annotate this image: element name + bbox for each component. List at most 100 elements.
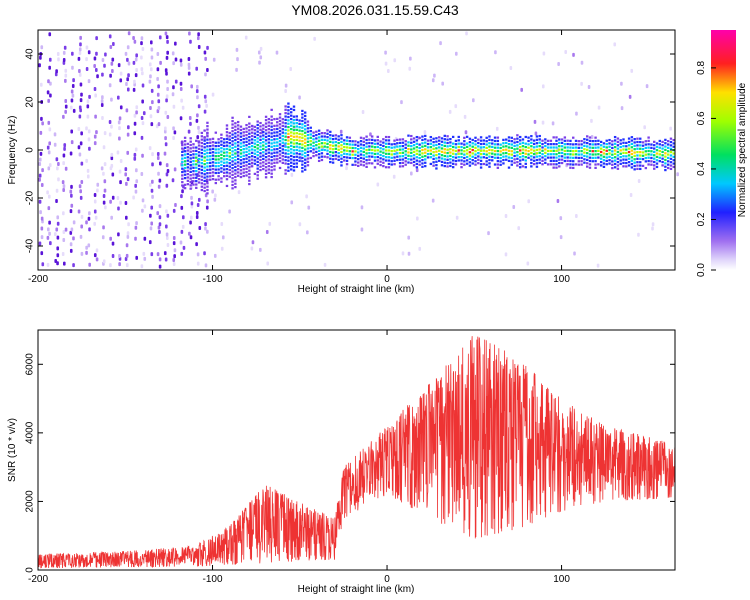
spectrogram-trace-cell (290, 168, 293, 171)
spectrogram-noise-cell (166, 235, 169, 240)
spectrogram-trace-cell (245, 171, 248, 174)
spectrogram-trace-cell (641, 158, 645, 161)
spectrogram-trace-cell (236, 174, 240, 177)
spectrogram-trace-cell (597, 153, 600, 156)
spectrogram-noise-cell (527, 199, 531, 204)
spectrogram-trace-cell (329, 150, 332, 154)
spectrogram-trace-cell (362, 160, 366, 164)
spectrogram-trace-cell (613, 146, 617, 149)
spectrogram-trace-cell (477, 155, 480, 158)
spectrogram-noise-cell (61, 180, 65, 185)
spectrogram-trace-cell (588, 149, 592, 153)
spectrogram-trace-cell (382, 148, 385, 151)
spectrogram-trace-cell (256, 133, 259, 137)
snr-x-axis-label: Height of straight line (km) (298, 584, 415, 595)
spectrogram-trace-cell (214, 181, 218, 185)
spectrogram-trace-cell (290, 158, 293, 161)
spectrogram-trace-cell (354, 146, 357, 150)
spectrogram-trace-cell (189, 147, 192, 150)
spectrogram-trace-cell (664, 145, 667, 148)
spectrogram-noise-cell (127, 222, 130, 227)
spectrogram-trace-cell (203, 163, 206, 166)
spectrogram-trace-cell (345, 153, 349, 156)
spectrogram-trace-cell (463, 156, 466, 160)
spectrogram-trace-cell (376, 149, 379, 152)
spectrogram-trace-cell (337, 145, 340, 148)
spectrogram-trace-cell (443, 134, 446, 137)
spectrogram-trace-cell (644, 156, 648, 160)
spectrogram-trace-cell (468, 147, 472, 150)
spectrogram-trace-cell (264, 139, 268, 142)
spectrogram-trace-cell (524, 159, 527, 162)
spectrogram-trace-cell (449, 141, 452, 144)
spectrogram-trace-cell (446, 155, 449, 158)
spectrogram-trace-cell (555, 166, 558, 169)
spectrogram-noise-cell (410, 171, 413, 176)
spectrogram-trace-cell (382, 141, 385, 144)
spectrogram-trace-cell (298, 153, 301, 156)
spectrogram-trace-cell (451, 142, 455, 145)
spectrogram-trace-cell (563, 139, 567, 142)
spectrogram-trace-cell (248, 182, 251, 186)
spectrogram-trace-cell (585, 152, 589, 155)
spectrogram-trace-cell (362, 164, 366, 167)
spectrogram-trace-cell (270, 155, 273, 158)
spectrogram-trace-cell (415, 135, 419, 139)
spectrogram-trace-cell (454, 149, 458, 153)
spectrogram-trace-cell (502, 148, 505, 152)
spectrogram-trace-cell (329, 144, 332, 147)
spectrogram-noise-cell (110, 156, 114, 161)
spectrogram-trace-cell (407, 134, 410, 137)
spectrogram-trace-cell (421, 142, 424, 145)
spectrogram-noise-cell (38, 199, 42, 204)
spectrogram-trace-cell (331, 148, 335, 151)
spectrogram-trace-cell (477, 162, 480, 165)
spectrogram-trace-cell (613, 135, 617, 139)
spectrogram-trace-cell (214, 171, 218, 175)
spectrogram-trace-cell (507, 156, 511, 159)
spectrogram-trace-cell (599, 140, 603, 144)
spectrogram-trace-cell (412, 150, 416, 153)
spectrogram-trace-cell (290, 141, 293, 144)
spectrogram-trace-cell (641, 164, 645, 167)
spectrogram-trace-cell (340, 164, 343, 167)
spectrogram-trace-cell (276, 117, 279, 120)
spectrogram-trace-cell (340, 137, 343, 140)
spectrogram-noise-cell (118, 169, 122, 174)
spectrogram-trace-cell (225, 151, 229, 154)
spectrogram-trace-cell (398, 165, 402, 168)
spectrogram-trace-cell (560, 151, 564, 155)
spectrogram-noise-cell (86, 99, 90, 104)
spectrogram-trace-cell (340, 140, 343, 144)
spectrogram-trace-cell (348, 146, 352, 149)
spectrogram-trace-cell (535, 158, 539, 162)
spectrogram-trace-cell (253, 129, 257, 132)
spectrogram-trace-cell (264, 162, 268, 165)
spectrogram-trace-cell (438, 139, 441, 142)
spectrogram-trace-cell (622, 161, 625, 165)
spectrogram-noise-cell (93, 86, 97, 91)
spectrogram-trace-cell (572, 136, 575, 139)
spectrogram-trace-cell (572, 163, 575, 166)
spectrogram-trace-cell (264, 159, 268, 162)
spectrogram-trace-cell (340, 150, 343, 154)
spectrogram-trace-cell (510, 160, 514, 163)
spectrogram-trace-cell (292, 135, 296, 138)
spectrogram-trace-cell (253, 172, 257, 175)
spectrogram-noise-cell (85, 57, 88, 62)
spectrogram-trace-cell (245, 134, 248, 137)
spectrogram-trace-cell (270, 152, 273, 155)
spectrogram-noise-cell (431, 198, 435, 203)
spectrogram-trace-cell (197, 157, 201, 161)
spectrogram-trace-cell (552, 156, 555, 159)
spectrogram-trace-cell (234, 182, 237, 185)
spectrogram-trace-cell (317, 153, 321, 156)
spectrogram-trace-cell (398, 151, 402, 155)
spectrogram-trace-cell (281, 161, 285, 164)
spectrogram-noise-cell (551, 121, 555, 126)
spectrogram-trace-cell (555, 159, 558, 163)
spectrogram-trace-cell (248, 156, 251, 159)
spectrogram-noise-cell (104, 205, 107, 210)
spectrogram-noise-cell (195, 210, 199, 215)
spectrogram-trace-cell (669, 140, 673, 144)
